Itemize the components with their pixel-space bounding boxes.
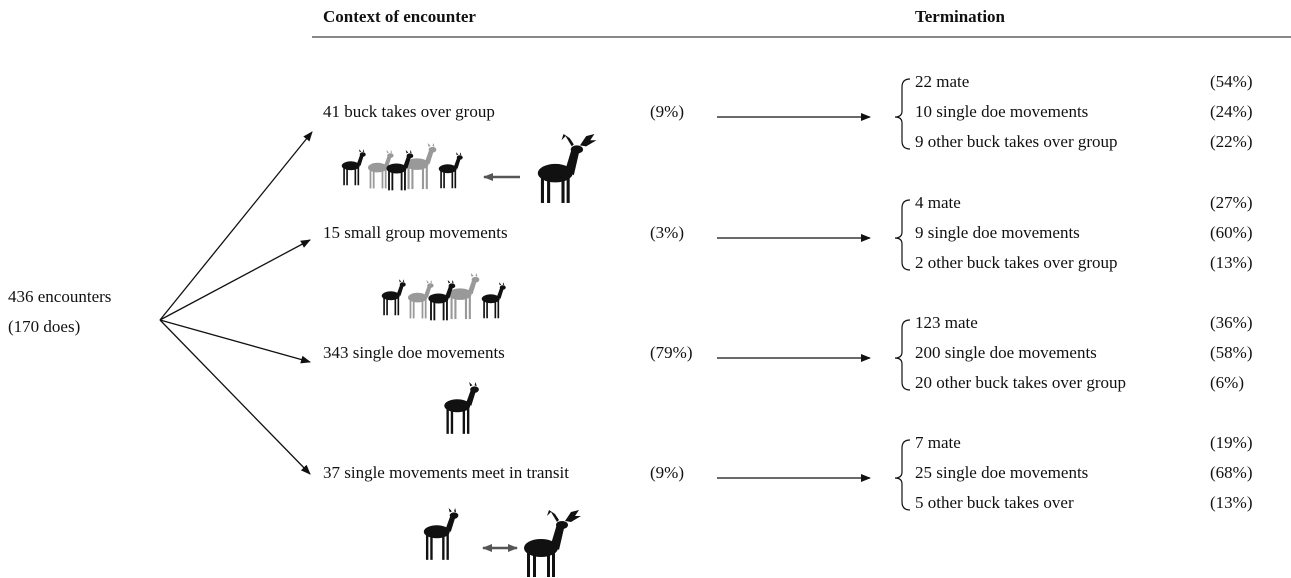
outcome-label: 200 single doe movements <box>915 343 1097 362</box>
context-label: 15 small group movements <box>323 223 508 242</box>
arrow <box>160 320 310 362</box>
brace <box>895 320 910 390</box>
outcome-percent: (54%) <box>1210 72 1252 91</box>
outcome-label: 9 single doe movements <box>915 223 1080 242</box>
context-percent: (9%) <box>650 102 684 121</box>
outcome-percent: (22%) <box>1210 132 1252 151</box>
arrow <box>160 240 310 320</box>
outcome-label: 25 single doe movements <box>915 463 1088 482</box>
outcome-percent: (58%) <box>1210 343 1252 362</box>
context-percent: (3%) <box>650 223 684 242</box>
outcome-percent: (24%) <box>1210 102 1252 121</box>
outcome-percent: (19%) <box>1210 433 1252 452</box>
header: Termination <box>915 7 1006 26</box>
context-label: 37 single movements meet in transit <box>323 463 569 482</box>
header: Context of encounter <box>323 7 476 26</box>
context-label: 343 single doe movements <box>323 343 505 362</box>
outcome-percent: (60%) <box>1210 223 1252 242</box>
outcome-label: 4 mate <box>915 193 961 212</box>
context-percent: (9%) <box>650 463 684 482</box>
outcome-label: 123 mate <box>915 313 978 332</box>
root-label: 436 encounters <box>8 287 111 306</box>
arrow <box>160 320 310 474</box>
brace <box>895 200 910 270</box>
outcome-label: 10 single doe movements <box>915 102 1088 121</box>
outcome-label: 22 mate <box>915 72 969 91</box>
brace <box>895 440 910 510</box>
outcome-label: 2 other buck takes over group <box>915 253 1118 272</box>
outcome-percent: (13%) <box>1210 253 1252 272</box>
outcome-percent: (6%) <box>1210 373 1244 392</box>
outcome-label: 9 other buck takes over group <box>915 132 1118 151</box>
outcome-percent: (13%) <box>1210 493 1252 512</box>
context-percent: (79%) <box>650 343 692 362</box>
outcome-percent: (36%) <box>1210 313 1252 332</box>
outcome-percent: (68%) <box>1210 463 1252 482</box>
arrow <box>160 132 312 320</box>
outcome-label: 20 other buck takes over group <box>915 373 1126 392</box>
diagram: Context of encounter Termination 436 enc… <box>0 0 1291 578</box>
outcome-label: 7 mate <box>915 433 961 452</box>
context-label: 41 buck takes over group <box>323 102 495 121</box>
root-label: (170 does) <box>8 317 80 336</box>
brace <box>895 79 910 149</box>
outcome-label: 5 other buck takes over <box>915 493 1074 512</box>
outcome-percent: (27%) <box>1210 193 1252 212</box>
